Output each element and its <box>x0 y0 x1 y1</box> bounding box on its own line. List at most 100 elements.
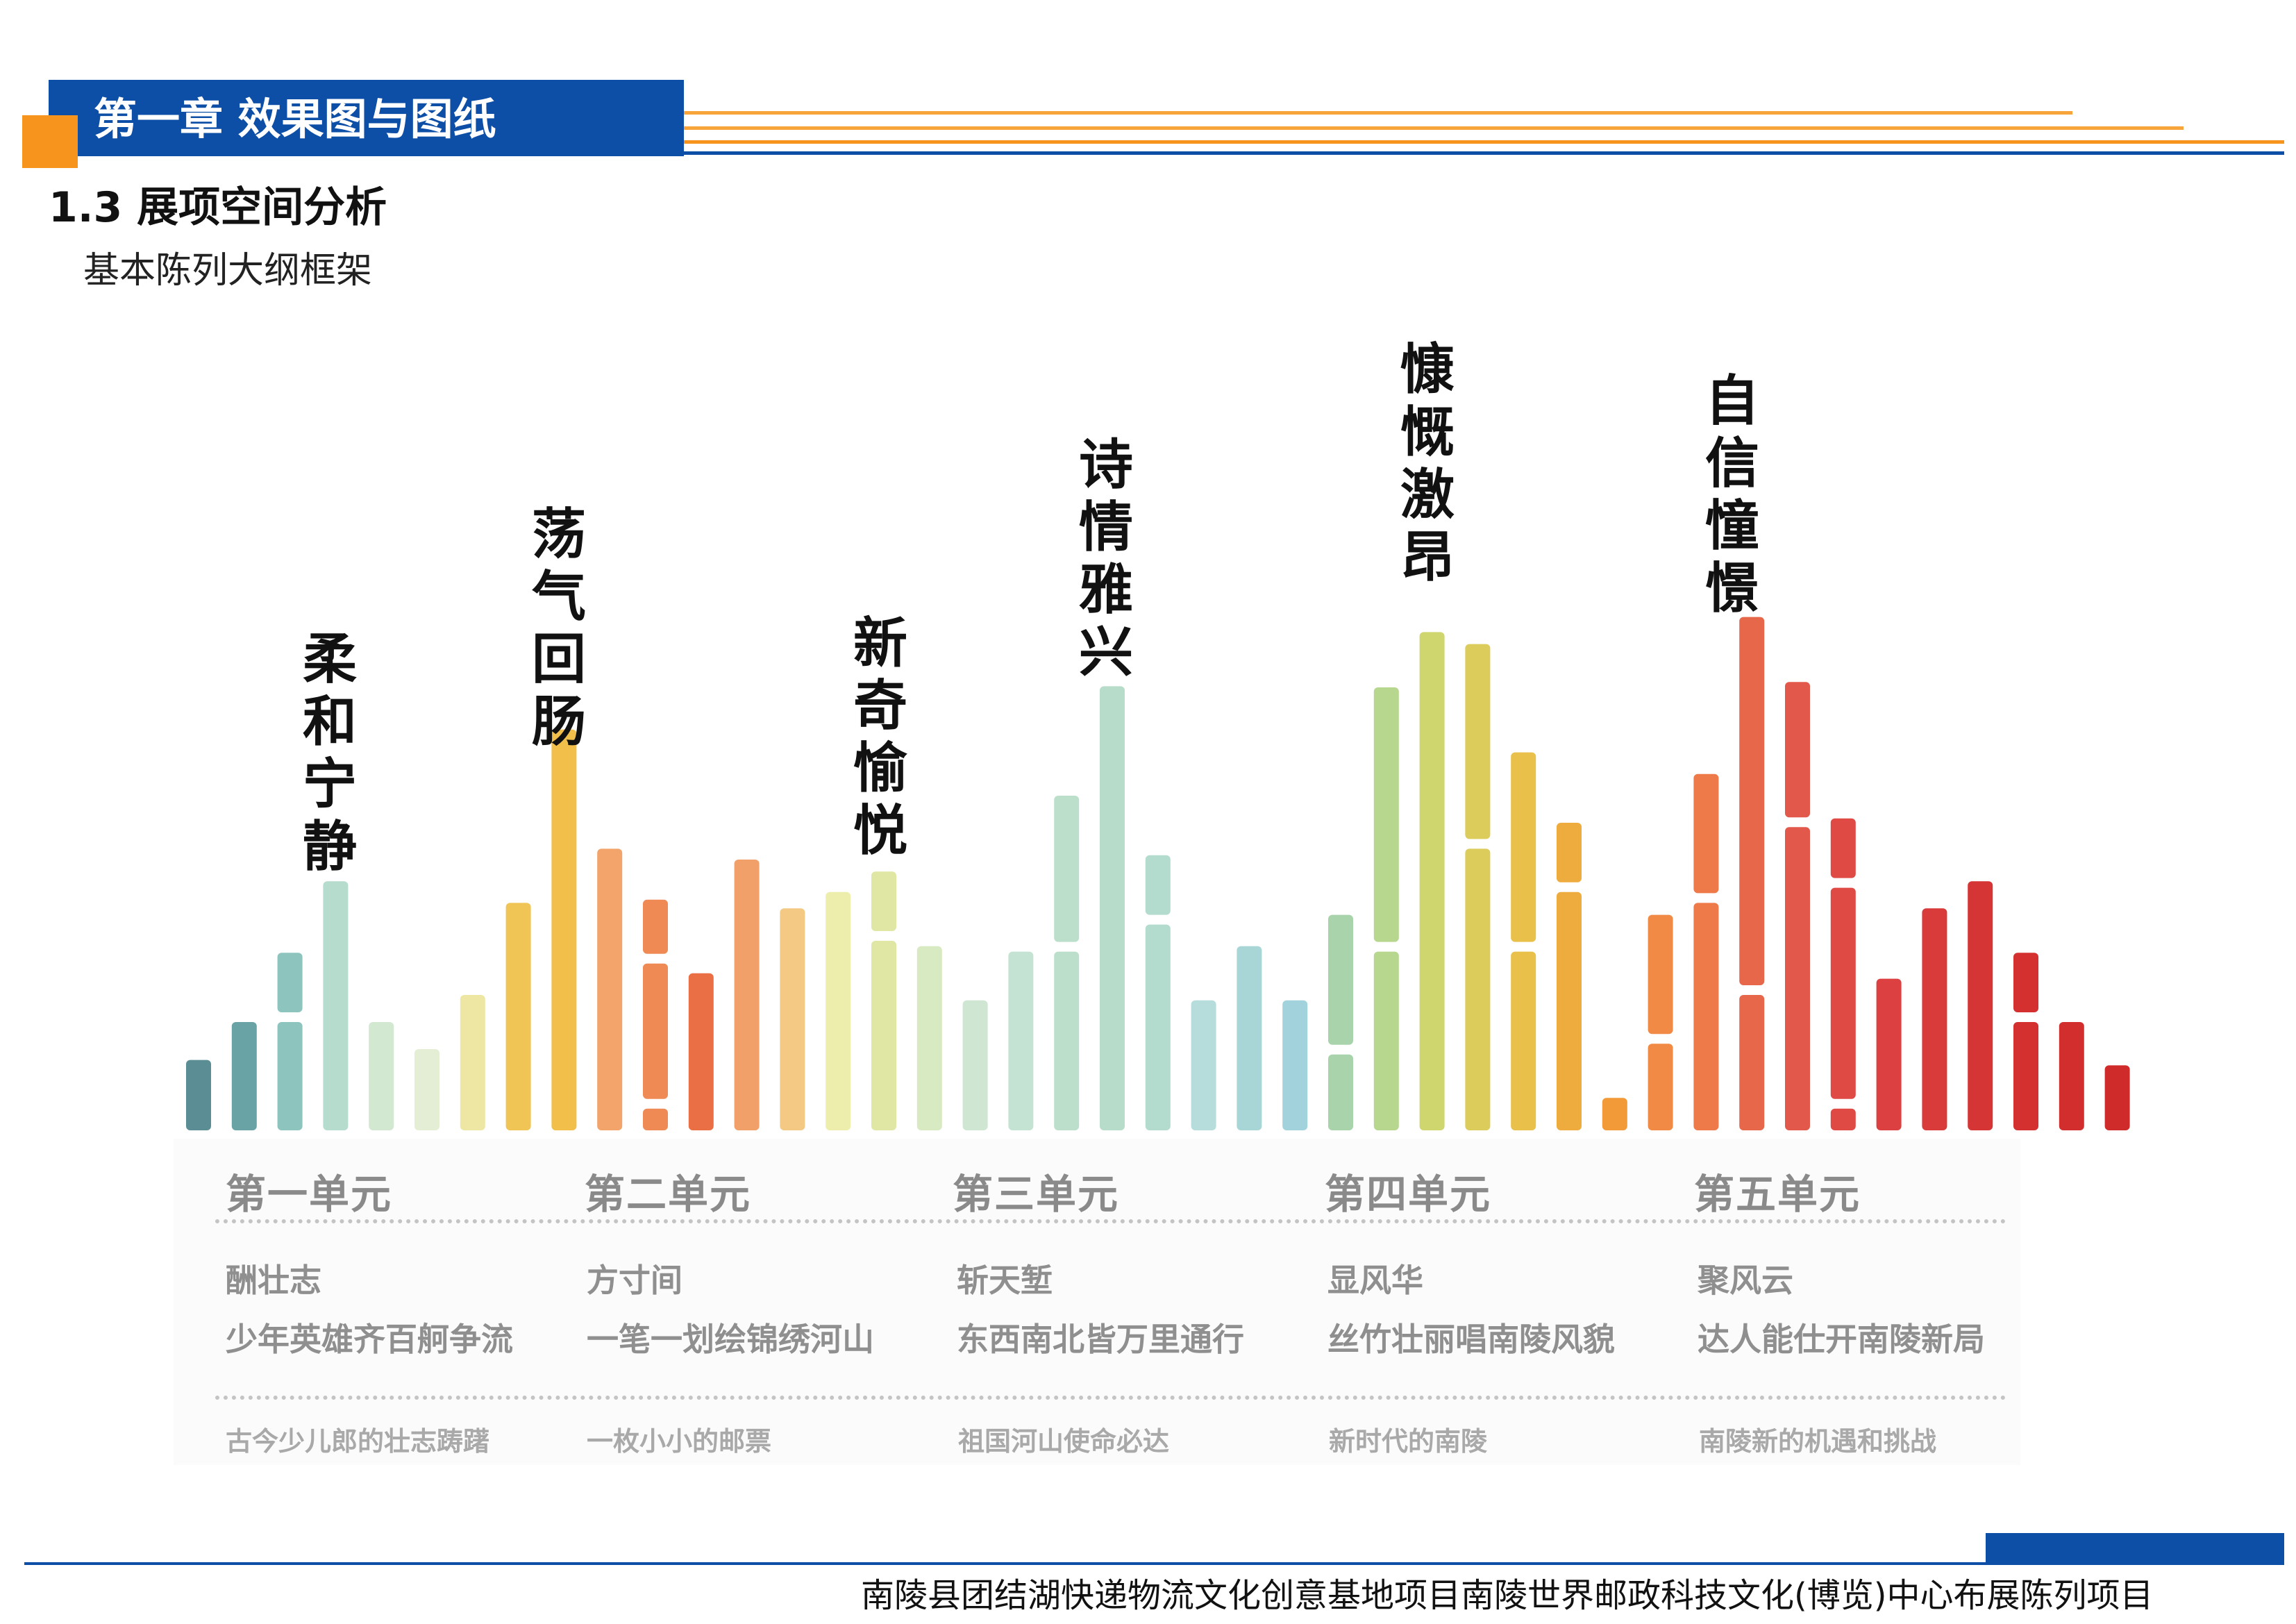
exhibition-emotion-chart <box>186 617 2130 1130</box>
chart-bar-42-segment-1 <box>2059 1022 2084 1130</box>
chart-bar-43-segment-1 <box>2104 1065 2130 1130</box>
chart-bar-25-segment-1 <box>1282 1000 1308 1130</box>
chart-bar-16-segment-2 <box>871 871 896 931</box>
chart-bar-39-segment-1 <box>1922 908 1947 1130</box>
chart-bar-24-segment-1 <box>1237 946 1262 1130</box>
chart-bar-6-segment-1 <box>414 1049 439 1130</box>
chart-phrase-6: 自信憧憬 <box>1704 370 1759 620</box>
chart-bar-33-segment-1 <box>1648 1044 1673 1130</box>
chart-bar-22-segment-1 <box>1145 924 1171 1130</box>
chart-bar-37-segment-1 <box>1830 1108 1856 1130</box>
chart-bar-41-segment-1 <box>2013 1022 2038 1130</box>
chart-bar-7-segment-1 <box>460 995 485 1130</box>
chart-bar-30-segment-2 <box>1511 752 1536 942</box>
chart-bar-30-segment-1 <box>1511 951 1536 1130</box>
chart-phrase-4: 诗情雅兴 <box>1078 434 1133 684</box>
chart-bar-27-segment-1 <box>1373 951 1399 1130</box>
chart-bar-11-segment-3 <box>643 899 668 954</box>
chart-bar-40-segment-1 <box>1968 881 1993 1130</box>
unit-2-motto: 一笔一划绘锦绣河山 <box>587 1321 874 1358</box>
chart-bar-4-segment-1 <box>323 881 349 1130</box>
chart-bar-1-segment-1 <box>186 1060 211 1130</box>
chart-bar-37-segment-2 <box>1830 887 1856 1099</box>
unit-5-note: 南陵新的机遇和挑战 <box>1699 1426 1937 1457</box>
unit-2-theme: 方寸间 <box>587 1262 682 1299</box>
chart-phrase-5: 慷慨激昂 <box>1400 339 1455 589</box>
chart-bar-5-segment-1 <box>369 1022 394 1130</box>
chart-bar-13-segment-1 <box>734 860 760 1130</box>
unit-4-theme: 显风华 <box>1327 1262 1423 1299</box>
chart-bar-29-segment-2 <box>1465 644 1491 839</box>
unit-3-motto: 东西南北皆万里通行 <box>957 1321 1244 1358</box>
unit-5-theme: 聚风云 <box>1698 1262 1793 1299</box>
unit-3-name: 第三单元 <box>953 1171 1120 1218</box>
accent-square <box>22 115 78 168</box>
header-rule-3 <box>684 140 2284 144</box>
chart-bar-2-segment-1 <box>231 1022 257 1130</box>
unit-4-motto: 丝竹壮丽唱南陵风貌 <box>1327 1321 1615 1358</box>
header-rule-2 <box>684 126 2184 130</box>
chart-phrase-1: 柔和宁静 <box>302 628 357 878</box>
chart-bar-8-segment-1 <box>505 903 531 1130</box>
chart-bar-36-segment-1 <box>1785 827 1810 1130</box>
unit-4-note: 新时代的南陵 <box>1329 1426 1488 1457</box>
chapter-header-bar <box>49 80 684 156</box>
chart-bar-38-segment-1 <box>1876 978 1902 1130</box>
chart-bar-3-segment-2 <box>277 953 303 1012</box>
unit-3-note: 祖国河山使命必达 <box>958 1426 1170 1457</box>
chart-bar-20-segment-1 <box>1054 951 1080 1130</box>
chart-bar-26-segment-2 <box>1328 914 1353 1045</box>
chart-bar-11-segment-1 <box>643 1108 668 1130</box>
page-subtitle: 基本陈列大纲框架 <box>83 250 373 292</box>
chart-bar-21-segment-1 <box>1100 686 1125 1130</box>
chart-bar-3-segment-1 <box>277 1022 303 1130</box>
table-divider-top <box>215 1219 2006 1223</box>
chart-bar-35-segment-1 <box>1739 995 1765 1130</box>
unit-4-name: 第四单元 <box>1325 1171 1492 1218</box>
chart-phrase-2: 荡气回肠 <box>531 503 586 753</box>
chart-phrase-3: 新奇愉悦 <box>853 612 907 862</box>
chart-bar-31-segment-1 <box>1557 891 1582 1130</box>
chart-bar-36-segment-2 <box>1785 682 1810 818</box>
unit-3-theme: 斩天堑 <box>957 1262 1053 1299</box>
chart-bar-31-segment-2 <box>1557 823 1582 882</box>
chart-bar-29-segment-1 <box>1465 848 1491 1130</box>
chart-bar-10-segment-1 <box>597 848 623 1130</box>
chart-bar-34-segment-2 <box>1693 773 1719 894</box>
chart-bar-20-segment-2 <box>1054 796 1080 942</box>
table-divider-bottom <box>215 1396 2006 1400</box>
chart-bar-28-segment-1 <box>1419 632 1445 1130</box>
unit-5-motto: 达人能仕开南陵新局 <box>1698 1321 1985 1358</box>
chart-bar-12-segment-1 <box>688 973 714 1130</box>
chart-bar-37-segment-3 <box>1830 818 1856 878</box>
unit-5-name: 第五单元 <box>1694 1171 1861 1218</box>
header-rule-4 <box>684 151 2284 155</box>
chart-bar-18-segment-1 <box>962 1000 988 1130</box>
chart-bar-9-segment-1 <box>551 729 577 1130</box>
section-title: 1.3 展项空间分析 <box>49 183 387 232</box>
chart-bar-23-segment-1 <box>1191 1000 1216 1130</box>
footer-accent-block <box>1986 1533 2284 1565</box>
chart-bar-16-segment-1 <box>871 941 896 1130</box>
chart-bar-22-segment-2 <box>1145 855 1171 915</box>
chart-bar-14-segment-1 <box>780 908 805 1130</box>
unit-2-note: 一枚小小的邮票 <box>587 1426 772 1457</box>
footer-project-name: 南陵县团结湖快递物流文化创意基地项目南陵世界邮政科技文化(博览)中心布展陈列项目 <box>861 1576 2154 1615</box>
unit-1-motto: 少年英雄齐百舸争流 <box>226 1321 513 1358</box>
chart-bar-27-segment-2 <box>1373 687 1399 942</box>
unit-1-theme: 酬壮志 <box>226 1262 321 1299</box>
chart-bar-41-segment-2 <box>2013 953 2038 1012</box>
header-rule-1 <box>684 111 2072 115</box>
chart-bar-35-segment-2 <box>1739 617 1765 985</box>
chart-bar-32-segment-1 <box>1602 1098 1627 1130</box>
unit-2-name: 第二单元 <box>585 1171 752 1218</box>
chart-bar-15-segment-1 <box>826 891 851 1130</box>
unit-1-note: 古今少儿郎的壮志踌躇 <box>226 1426 490 1457</box>
chart-bar-33-segment-2 <box>1648 914 1673 1035</box>
unit-1-name: 第一单元 <box>226 1171 393 1218</box>
unit-table-background <box>174 1139 2020 1465</box>
footer-rule <box>24 1562 2284 1565</box>
chart-bar-17-segment-1 <box>916 946 942 1130</box>
chart-bar-19-segment-1 <box>1008 951 1034 1130</box>
chart-bar-11-segment-2 <box>643 963 668 1099</box>
